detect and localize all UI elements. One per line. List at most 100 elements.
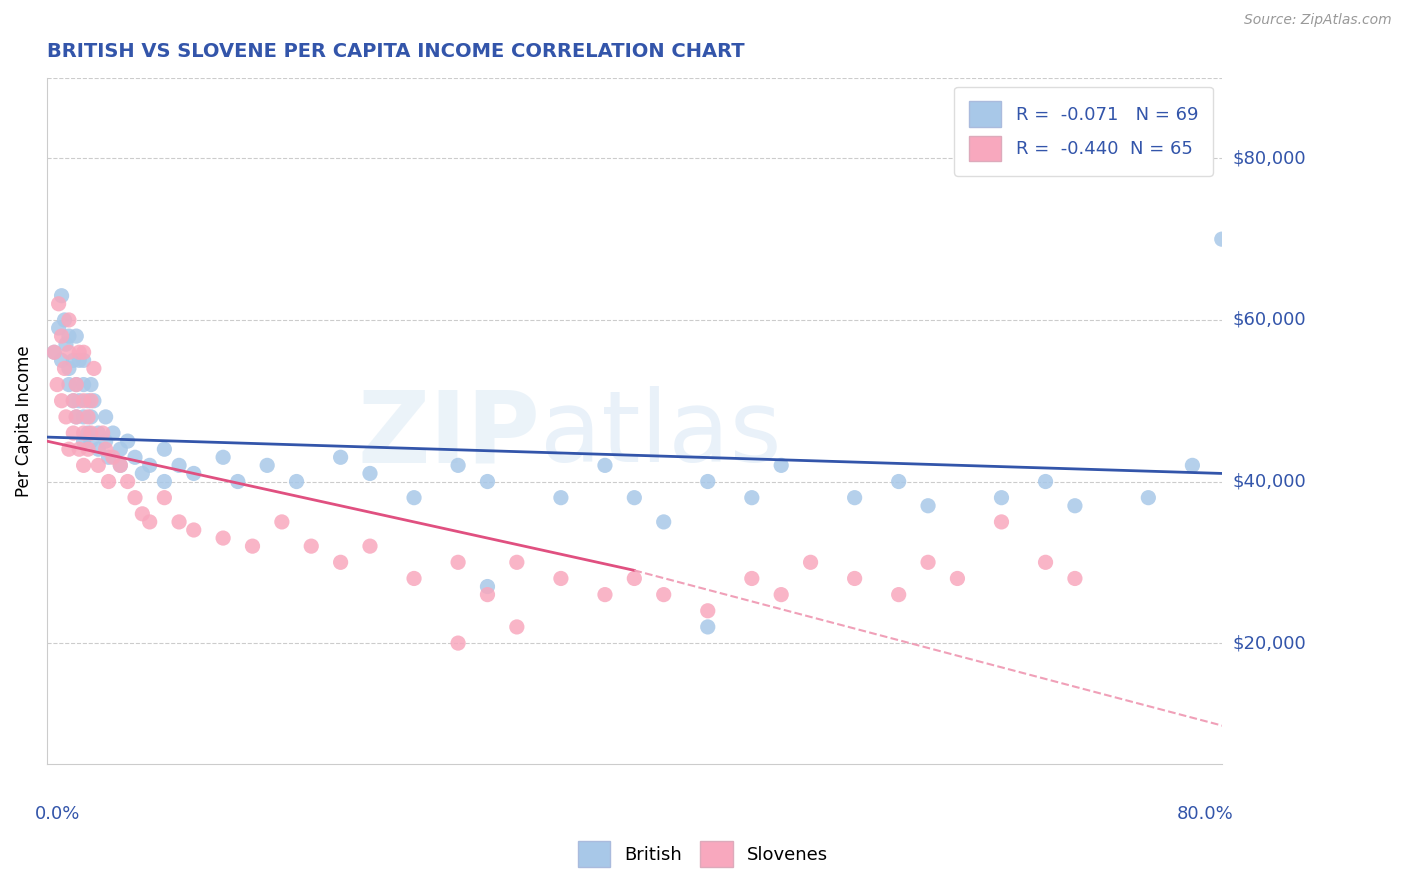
Point xyxy=(652,515,675,529)
Point xyxy=(593,458,616,473)
Point xyxy=(696,604,718,618)
Point xyxy=(110,458,132,473)
Point xyxy=(447,555,470,569)
Point xyxy=(550,491,572,505)
Point xyxy=(117,475,139,489)
Point xyxy=(1181,458,1204,473)
Point xyxy=(72,377,94,392)
Legend: R =  -0.071   N = 69, R =  -0.440  N = 65: R = -0.071 N = 69, R = -0.440 N = 65 xyxy=(955,87,1213,176)
Point xyxy=(67,442,90,457)
Point xyxy=(62,393,84,408)
Point xyxy=(72,458,94,473)
Text: Source: ZipAtlas.com: Source: ZipAtlas.com xyxy=(1244,13,1392,28)
Point xyxy=(153,491,176,505)
Point xyxy=(990,491,1012,505)
Legend: British, Slovenes: British, Slovenes xyxy=(571,834,835,874)
Point xyxy=(124,450,146,465)
Point xyxy=(770,588,793,602)
Point xyxy=(62,425,84,440)
Point xyxy=(844,572,866,586)
Point xyxy=(183,523,205,537)
Point xyxy=(72,345,94,359)
Point xyxy=(97,475,120,489)
Point xyxy=(83,393,105,408)
Point xyxy=(58,361,80,376)
Point xyxy=(67,353,90,368)
Point xyxy=(72,425,94,440)
Point xyxy=(741,572,763,586)
Point xyxy=(167,515,190,529)
Point xyxy=(887,588,910,602)
Point xyxy=(124,491,146,505)
Point xyxy=(506,620,529,634)
Point xyxy=(741,491,763,505)
Point xyxy=(359,539,381,553)
Point xyxy=(46,377,69,392)
Point xyxy=(299,539,322,553)
Point xyxy=(51,393,73,408)
Text: BRITISH VS SLOVENE PER CAPITA INCOME CORRELATION CHART: BRITISH VS SLOVENE PER CAPITA INCOME COR… xyxy=(46,42,745,61)
Point xyxy=(48,297,70,311)
Point xyxy=(65,377,87,392)
Point xyxy=(1064,572,1087,586)
Point xyxy=(1211,232,1233,246)
Point xyxy=(58,329,80,343)
Point xyxy=(131,467,153,481)
Point xyxy=(58,313,80,327)
Point xyxy=(91,425,114,440)
Point xyxy=(80,377,103,392)
Point xyxy=(110,458,132,473)
Point xyxy=(80,434,103,449)
Point xyxy=(94,409,117,424)
Point xyxy=(72,393,94,408)
Point xyxy=(51,289,73,303)
Point xyxy=(87,442,110,457)
Point xyxy=(359,467,381,481)
Point xyxy=(477,588,499,602)
Text: $60,000: $60,000 xyxy=(1233,311,1306,329)
Point xyxy=(1137,491,1160,505)
Text: 80.0%: 80.0% xyxy=(1177,805,1233,823)
Point xyxy=(80,393,103,408)
Point xyxy=(256,458,278,473)
Point xyxy=(72,434,94,449)
Point xyxy=(58,377,80,392)
Point xyxy=(44,345,66,359)
Point xyxy=(65,409,87,424)
Point xyxy=(447,636,470,650)
Point xyxy=(48,321,70,335)
Point xyxy=(946,572,969,586)
Text: $20,000: $20,000 xyxy=(1233,634,1306,652)
Point xyxy=(447,458,470,473)
Point xyxy=(329,555,352,569)
Point xyxy=(67,345,90,359)
Point xyxy=(402,491,425,505)
Point xyxy=(138,458,160,473)
Text: atlas: atlas xyxy=(540,386,782,483)
Point xyxy=(72,353,94,368)
Point xyxy=(77,442,100,457)
Point xyxy=(917,499,939,513)
Point xyxy=(270,515,292,529)
Point xyxy=(77,425,100,440)
Point xyxy=(887,475,910,489)
Point xyxy=(917,555,939,569)
Point xyxy=(153,442,176,457)
Point xyxy=(623,491,645,505)
Point xyxy=(55,337,77,351)
Point xyxy=(242,539,264,553)
Point xyxy=(696,620,718,634)
Point xyxy=(65,329,87,343)
Point xyxy=(1035,555,1057,569)
Point xyxy=(72,409,94,424)
Point xyxy=(652,588,675,602)
Point xyxy=(101,450,124,465)
Point xyxy=(990,515,1012,529)
Text: 0.0%: 0.0% xyxy=(35,805,80,823)
Point xyxy=(87,425,110,440)
Point xyxy=(65,409,87,424)
Point xyxy=(55,409,77,424)
Point xyxy=(506,555,529,569)
Point xyxy=(550,572,572,586)
Point xyxy=(117,434,139,449)
